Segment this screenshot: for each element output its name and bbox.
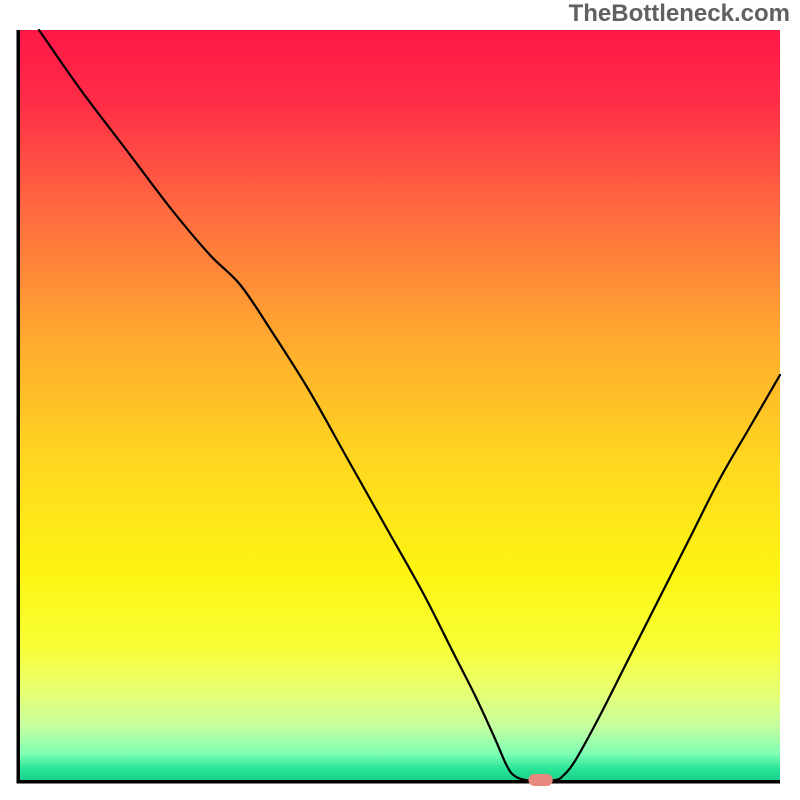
chart-background [20, 30, 780, 780]
watermark-text: TheBottleneck.com [569, 0, 790, 28]
chart-svg [0, 0, 800, 800]
bottleneck-chart: TheBottleneck.com [0, 0, 800, 800]
optimum-marker [528, 774, 552, 786]
chart-border-bottom [17, 780, 781, 784]
chart-border-left [17, 30, 21, 784]
